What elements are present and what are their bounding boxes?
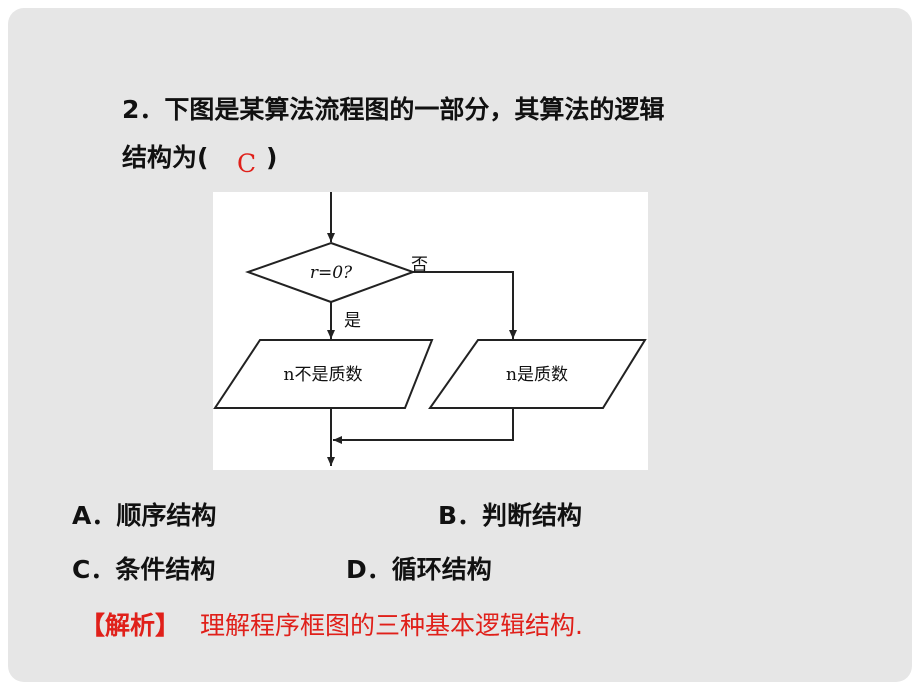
arrow	[413, 271, 517, 339]
box-label: n是质数	[506, 365, 568, 385]
io-box	[428, 339, 647, 409]
yes-label: 是	[344, 311, 361, 331]
box-label: n不是质数	[284, 365, 363, 385]
answer: C	[237, 149, 256, 178]
io-box	[213, 339, 434, 409]
arrow	[333, 408, 514, 444]
option: B．判断结构	[438, 501, 582, 530]
analysis-label: 【解析】	[80, 611, 180, 640]
question-close: )	[266, 143, 277, 172]
question-line: 结构为(	[122, 143, 208, 172]
no-label: 否	[411, 255, 428, 275]
flowchart: r=0? 是 否 n不是质数 n是质数	[213, 192, 648, 470]
decision-label: r=0?	[310, 263, 353, 283]
option: D．循环结构	[346, 555, 492, 584]
analysis-text: 理解程序框图的三种基本逻辑结构.	[200, 611, 583, 640]
flowchart-bg	[213, 192, 648, 470]
option: C．条件结构	[72, 555, 215, 584]
option: A．顺序结构	[72, 501, 216, 530]
question-line: 2．下图是某算法流程图的一部分，其算法的逻辑	[122, 95, 664, 124]
